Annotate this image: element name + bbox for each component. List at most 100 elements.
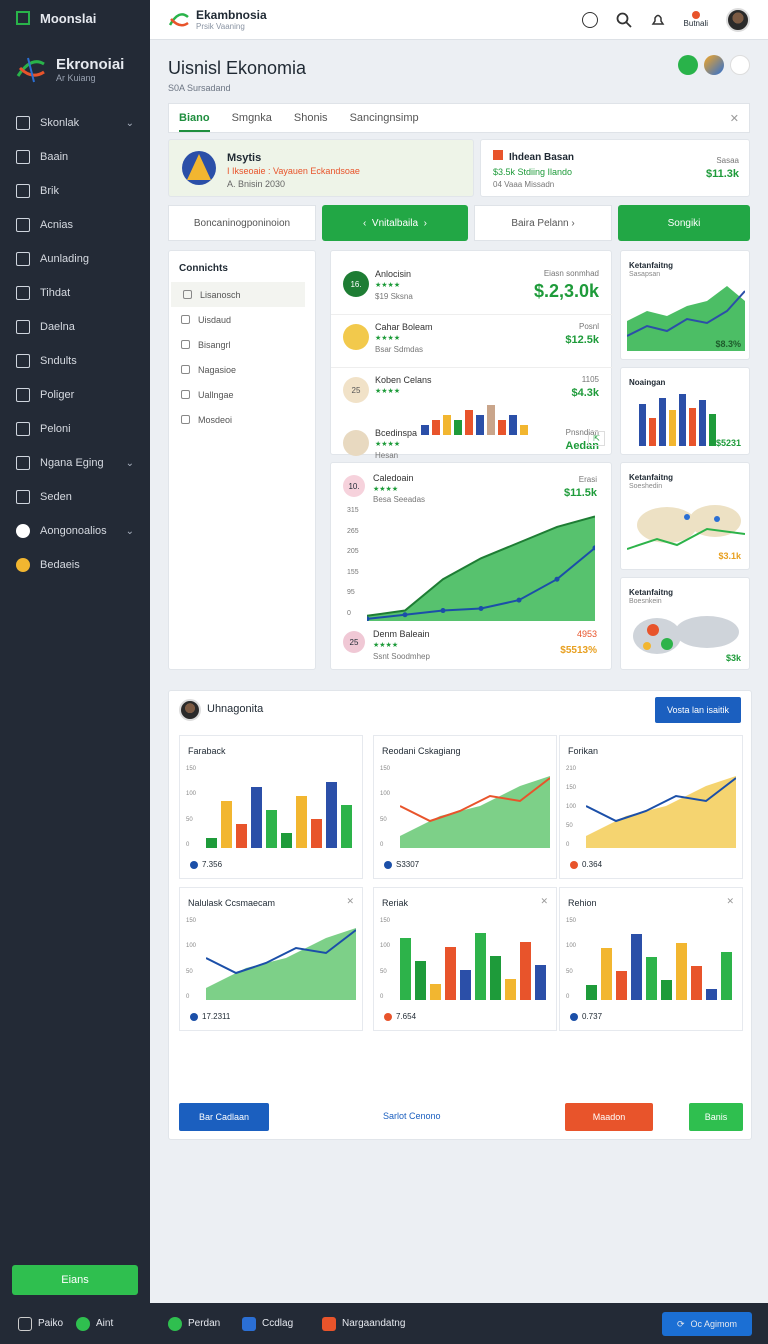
tab-2[interactable]: Shonis <box>293 112 328 124</box>
sidebar-bottom-button[interactable]: Eians <box>12 1265 138 1295</box>
bell-icon[interactable] <box>650 12 666 28</box>
close-box-icon <box>18 1316 32 1331</box>
tab-0[interactable]: Biano <box>179 112 210 132</box>
connection-item-label: Bisangrl <box>198 339 231 350</box>
summary-right-line1: $3.5k Stdiing Ilando <box>493 167 573 177</box>
bar <box>535 965 546 1000</box>
y-tick: 100 <box>380 943 391 950</box>
list-row-2[interactable]: 25 Koben Celans ★★★★ 1105 $4.3k <box>331 373 613 421</box>
bottom-button-2[interactable]: Maadon <box>565 1103 653 1131</box>
footer-item-2[interactable]: Perdan <box>168 1316 220 1331</box>
tab-1[interactable]: Smgnka <box>231 112 272 124</box>
footer-item-1[interactable]: Aint <box>76 1316 113 1331</box>
connection-item-5[interactable]: Mosdeoi <box>169 407 315 432</box>
close-icon[interactable]: ✕ <box>726 896 734 906</box>
item-icon <box>181 315 190 324</box>
sidebar-item-10[interactable]: Ngana Eging ⌄ <box>0 446 150 480</box>
y-tick: 50 <box>566 968 573 975</box>
sidebar-item-7[interactable]: Sndults <box>0 344 150 378</box>
close-icon[interactable]: ✕ <box>540 896 548 906</box>
sidebar-item-4[interactable]: Aunlading <box>0 242 150 276</box>
summary-left-card: Msytis I Ikseoaie : Vayauen Eckandsoae A… <box>168 139 474 197</box>
footer-item-3[interactable]: Ccdlag <box>242 1316 293 1331</box>
sidebar-item-label: Skonlak <box>40 117 80 129</box>
connection-item-3[interactable]: Nagasioe <box>169 357 315 382</box>
row-badge: 25 <box>343 377 369 403</box>
sidebar-item-12[interactable]: Aongonoalios ⌄ <box>0 514 150 548</box>
settings-icon[interactable] <box>730 55 750 75</box>
sidebar-item-6[interactable]: Daelna <box>0 310 150 344</box>
y-tick: 50 <box>380 968 387 975</box>
series-green-area <box>367 516 595 621</box>
y-tick: 100 <box>186 943 197 950</box>
y-tick: 50 <box>186 968 193 975</box>
sidebar-item-13[interactable]: Bedaeis <box>0 548 150 582</box>
footer-item-4[interactable]: Nargaandatng <box>322 1316 405 1331</box>
y-tick: 100 <box>186 791 197 798</box>
search-icon[interactable] <box>616 12 632 28</box>
mini-card-title: Ketanfaitng <box>629 473 673 482</box>
summary-right-card: Ihdean Basan $3.5k Stdiing Ilando 04 Vaa… <box>480 139 750 197</box>
mini-card-sub: Soeshedin <box>629 483 663 490</box>
row-badge: 16. <box>343 271 369 297</box>
mini-card-sub: Sasapsan <box>629 271 661 278</box>
legend-dot-icon <box>190 1012 198 1021</box>
expand-icon[interactable]: ⇱ <box>588 431 605 446</box>
sidebar-item-label: Acnias <box>40 219 74 231</box>
close-icon[interactable]: ✕ <box>729 112 739 125</box>
y-tick: 205 <box>347 548 359 556</box>
grid-icon[interactable] <box>16 11 30 25</box>
sidebar-item-11[interactable]: Seden <box>0 480 150 514</box>
action-button-0[interactable]: Boncaninogponinoion <box>168 205 316 241</box>
section-button[interactable]: Vosta lan isaitik <box>655 697 741 723</box>
y-axis: 315 265 205 155 95 0 <box>347 507 359 617</box>
bar <box>475 933 486 1000</box>
export-icon <box>322 1316 336 1331</box>
topbar-logo[interactable]: Ekambnosia Prsik Vaaning <box>168 8 267 31</box>
list-row-1[interactable]: Cahar Boleam ★★★★ Bsar Sdmdas Posnl $12.5k <box>331 320 613 368</box>
chevron-right-icon: › <box>568 217 575 229</box>
list-row-0[interactable]: 16. Anlocisin ★★★★ $19 Sksna Eiasn sonmhad $.… <box>331 267 613 315</box>
panel-stat: 7.654 <box>384 1012 416 1021</box>
brand-subtitle: Ar Kuiang <box>56 72 96 83</box>
nav-icon <box>16 490 30 504</box>
footer-item-label: Paiko <box>38 1318 64 1329</box>
growth-bottom-right: 4953 <box>576 629 597 639</box>
sidebar-item-3[interactable]: Acnias <box>0 208 150 242</box>
action-button-3[interactable]: Songiki <box>618 205 750 241</box>
bottom-button-0[interactable]: Bar Cadlaan <box>179 1103 269 1131</box>
sidebar-item-label: Tihdat <box>40 287 71 299</box>
growth-bottom-sub: Ssnt Soodmhep <box>373 652 430 661</box>
connection-item-2[interactable]: Bisangrl <box>169 332 315 357</box>
action-button-1[interactable]: ‹ Vnitalbaila › <box>322 205 468 241</box>
status-icon[interactable] <box>678 55 698 75</box>
footer-button[interactable]: ⟳ Oc Agimom <box>662 1312 752 1336</box>
tab-3[interactable]: Sancingnsimp <box>349 112 419 124</box>
notification-badge[interactable]: Butnali <box>684 11 708 28</box>
sidebar-item-5[interactable]: Tihdat <box>0 276 150 310</box>
action-button-2[interactable]: Baira Pelann › <box>474 205 612 241</box>
avatar-badge: 10. <box>343 475 365 497</box>
list-row-3[interactable]: Bcedinspa ★★★★ Hesan Pnsndian Aedan <box>331 426 613 474</box>
sidebar-item-label: Daelna <box>40 321 75 333</box>
connection-item-1[interactable]: Uisdaud <box>169 307 315 332</box>
footer-item-0[interactable]: Paiko <box>18 1316 64 1331</box>
bar-3 <box>454 420 462 435</box>
row-value: $12.5k <box>565 334 599 346</box>
close-icon[interactable]: ✕ <box>346 896 354 906</box>
bar <box>400 938 411 1000</box>
sidebar-item-9[interactable]: Peloni <box>0 412 150 446</box>
sidebar-header: Moonslai <box>0 0 150 36</box>
sidebar-item-2[interactable]: Brik <box>0 174 150 208</box>
bottom-button-3[interactable]: Banis <box>689 1103 743 1131</box>
sidebar-item-0[interactable]: Skonlak ⌄ <box>0 106 150 140</box>
sidebar-item-1[interactable]: Baain <box>0 140 150 174</box>
sidebar-item-8[interactable]: Poliger <box>0 378 150 412</box>
bottom-button-1[interactable]: Sarlot Cenono <box>383 1111 441 1121</box>
connection-item-0[interactable]: Lisanosch <box>171 282 305 307</box>
help-icon[interactable] <box>581 11 598 28</box>
user-avatar[interactable] <box>726 7 750 32</box>
profile-icon[interactable] <box>704 55 724 75</box>
row-name: Koben Celans <box>375 375 432 385</box>
connection-item-4[interactable]: Uallngae <box>169 382 315 407</box>
